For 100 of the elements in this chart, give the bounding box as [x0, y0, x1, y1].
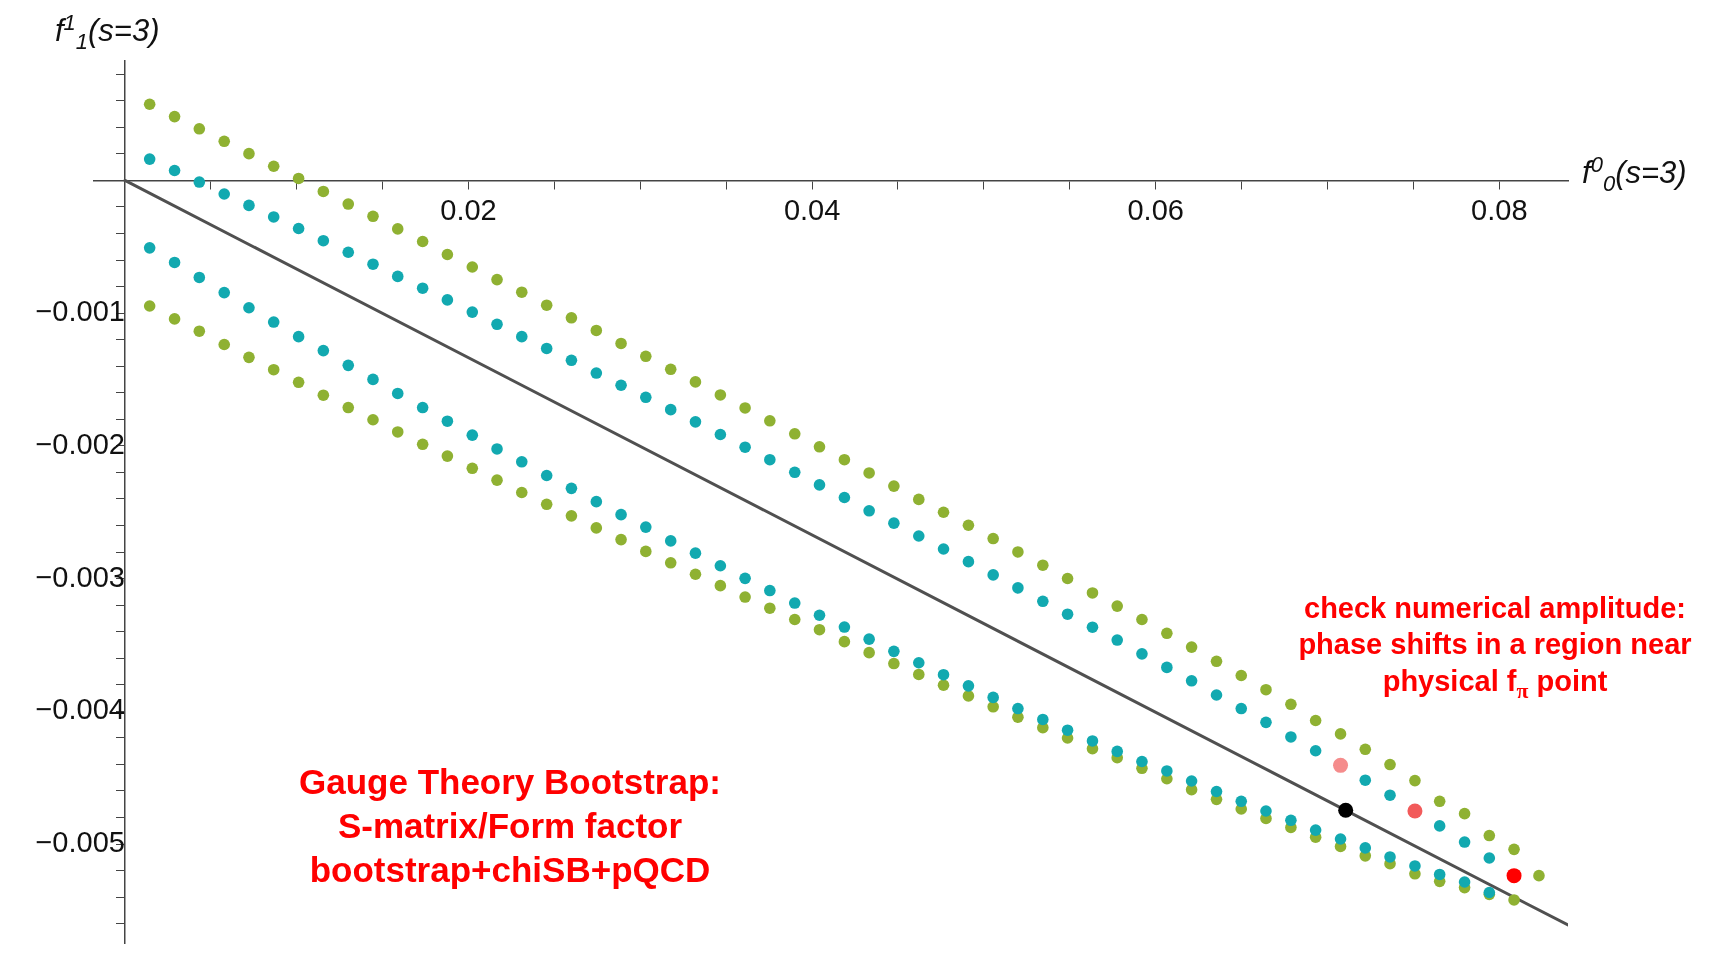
point — [342, 198, 355, 210]
y-tick-label: −0.001 — [35, 295, 125, 328]
point — [739, 441, 751, 454]
point — [739, 402, 751, 414]
point — [1506, 868, 1522, 884]
point — [863, 467, 875, 479]
point — [937, 506, 950, 519]
point — [565, 312, 578, 324]
point — [838, 491, 851, 504]
point — [143, 242, 156, 254]
point — [1012, 702, 1024, 715]
point — [912, 656, 925, 669]
point — [416, 235, 429, 248]
point — [193, 325, 206, 338]
point — [788, 428, 801, 440]
point — [1458, 807, 1471, 820]
point — [143, 98, 156, 111]
point — [689, 547, 702, 559]
point — [1384, 758, 1396, 771]
y-tick-label: −0.002 — [35, 427, 125, 460]
point — [466, 429, 479, 441]
point — [565, 354, 578, 367]
point — [1210, 785, 1223, 798]
point — [1285, 698, 1297, 711]
point — [391, 270, 404, 283]
point — [1161, 627, 1173, 640]
point — [664, 363, 677, 376]
point — [813, 479, 826, 491]
point — [1111, 745, 1124, 758]
point — [1210, 655, 1223, 668]
point — [267, 363, 280, 376]
point — [912, 530, 925, 542]
point — [1210, 689, 1223, 701]
point — [1508, 843, 1520, 856]
point — [1037, 713, 1049, 726]
point — [1161, 765, 1173, 777]
point — [863, 504, 875, 517]
point — [342, 359, 355, 372]
point — [764, 602, 776, 615]
point — [838, 453, 851, 466]
point — [615, 337, 627, 350]
point — [664, 535, 677, 547]
point — [962, 555, 975, 568]
point — [292, 376, 305, 389]
point — [1086, 621, 1099, 633]
point — [441, 294, 454, 306]
point — [838, 621, 851, 633]
point — [540, 469, 553, 482]
point — [416, 282, 429, 295]
point — [1086, 735, 1099, 747]
point — [515, 486, 528, 499]
point — [218, 135, 231, 148]
point — [491, 474, 503, 486]
point — [1508, 894, 1520, 906]
point — [1012, 582, 1024, 594]
point — [143, 153, 156, 165]
point — [267, 160, 280, 173]
point — [615, 533, 627, 546]
y-axis-title: f$^{1}$$_{1}$(s=3) — [54, 10, 160, 55]
point — [416, 438, 429, 451]
point — [218, 338, 231, 351]
point — [466, 306, 479, 318]
point — [1185, 675, 1198, 687]
point — [1359, 842, 1372, 854]
point — [689, 416, 702, 428]
point — [193, 271, 206, 284]
point — [367, 413, 379, 426]
point — [391, 387, 404, 400]
point — [367, 258, 379, 270]
point — [987, 701, 999, 713]
point — [267, 211, 280, 223]
point — [491, 273, 503, 286]
point — [888, 645, 900, 658]
point — [615, 379, 627, 392]
point — [1111, 600, 1124, 612]
point — [664, 557, 677, 569]
point — [689, 376, 702, 388]
point — [714, 428, 727, 441]
point — [267, 316, 280, 328]
point — [193, 176, 206, 188]
point — [888, 657, 900, 670]
point — [1334, 728, 1347, 740]
x-tick-label: 0.06 — [1127, 193, 1184, 226]
point — [1061, 572, 1074, 585]
y-tick-label: −0.004 — [35, 693, 125, 726]
point — [714, 559, 727, 572]
point — [317, 344, 330, 357]
point — [1384, 851, 1396, 863]
point — [292, 222, 305, 235]
x-axis-title: f$^{0}$$_{0}$(s=3) — [1582, 152, 1687, 197]
point — [193, 123, 206, 135]
point — [1309, 824, 1322, 836]
point — [1260, 716, 1272, 729]
point — [739, 591, 751, 603]
point — [1458, 876, 1471, 888]
point — [243, 301, 255, 314]
point — [888, 480, 900, 492]
point — [1384, 789, 1396, 802]
point — [1260, 683, 1272, 696]
point — [515, 286, 528, 298]
